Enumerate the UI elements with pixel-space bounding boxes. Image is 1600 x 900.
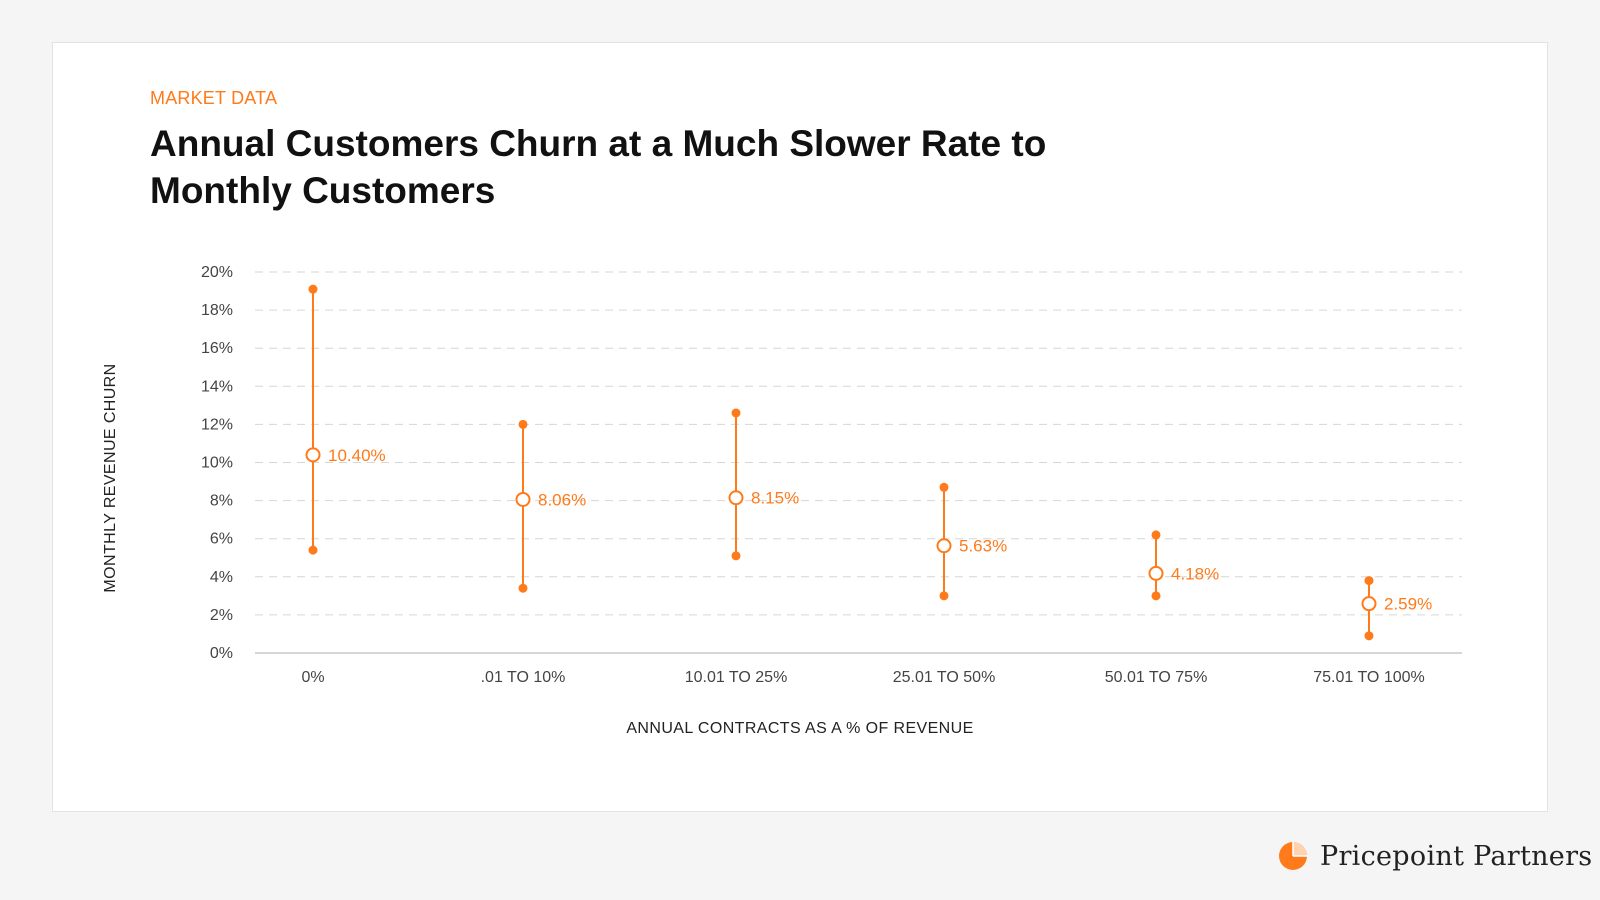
range-mark: 5.63% — [936, 482, 1007, 601]
median-point — [515, 491, 531, 507]
median-point — [936, 538, 952, 554]
y-axis-label: MONTHLY REVENUE CHURN — [102, 363, 119, 592]
y-tick-label: 20% — [201, 264, 233, 281]
range-mark: 10.40% — [305, 284, 386, 555]
x-axis-label: ANNUAL CONTRACTS AS A % OF REVENUE — [626, 720, 973, 737]
y-tick-label: 18% — [201, 302, 233, 319]
data-label: 10.40% — [328, 446, 386, 465]
x-tick-label: 50.01 TO 75% — [1105, 669, 1208, 686]
median-point — [728, 490, 744, 506]
high-point — [939, 482, 949, 492]
low-point — [308, 545, 318, 555]
x-tick-label: 10.01 TO 25% — [685, 669, 788, 686]
high-point — [308, 284, 318, 294]
x-tick-label: 25.01 TO 50% — [893, 669, 996, 686]
median-point — [305, 447, 321, 463]
median-point — [1361, 596, 1377, 612]
y-tick-label: 0% — [210, 645, 233, 662]
y-tick-label: 16% — [201, 340, 233, 357]
x-tick-label: 75.01 TO 100% — [1313, 669, 1425, 686]
low-point — [518, 583, 528, 593]
low-point — [939, 591, 949, 601]
high-point — [1151, 530, 1161, 540]
y-tick-label: 6% — [210, 531, 233, 548]
brand-footer: Pricepoint Partners — [1278, 838, 1592, 874]
y-tick-label: 14% — [201, 378, 233, 395]
range-mark: 8.15% — [728, 408, 799, 561]
low-point — [1364, 631, 1374, 641]
pie-chart-logo-icon — [1279, 842, 1307, 870]
data-label: 8.06% — [538, 490, 586, 509]
x-tick-label: .01 TO 10% — [481, 669, 566, 686]
low-point — [731, 551, 741, 561]
x-tick-label: 0% — [301, 669, 324, 686]
grid-lines — [255, 271, 1462, 654]
range-mark: 8.06% — [515, 419, 586, 593]
high-point — [518, 419, 528, 429]
data-label: 2.59% — [1384, 595, 1432, 614]
data-marks: 10.40% 8.06% 8.15% 5.63% 4.18% 2.59% — [305, 284, 1432, 641]
range-mark: 2.59% — [1361, 576, 1432, 641]
x-axis-ticks: 0% .01 TO 10% 10.01 TO 25% 25.01 TO 50% 50.0… — [301, 669, 1424, 686]
y-tick-label: 12% — [201, 416, 233, 433]
y-tick-label: 8% — [210, 493, 233, 510]
chart-card — [52, 42, 1548, 812]
y-tick-label: 2% — [210, 607, 233, 624]
brand-name: Pricepoint Partners — [1320, 840, 1593, 872]
y-tick-label: 10% — [201, 455, 233, 472]
data-label: 5.63% — [959, 537, 1007, 556]
data-label: 8.15% — [751, 489, 799, 508]
median-point — [1148, 565, 1164, 581]
low-point — [1151, 591, 1161, 601]
page-title: Annual Customers Churn at a Much Slower … — [150, 123, 1047, 211]
data-label: 4.18% — [1171, 564, 1219, 583]
high-point — [1364, 576, 1374, 586]
kicker-label: MARKET DATA — [150, 88, 278, 108]
high-point — [731, 408, 741, 418]
y-tick-label: 4% — [210, 569, 233, 586]
y-axis-ticks: 0% 2% 4% 6% 8% 10% 12% 14% 16% 18% 20% — [201, 264, 233, 662]
range-mark: 4.18% — [1148, 530, 1219, 601]
